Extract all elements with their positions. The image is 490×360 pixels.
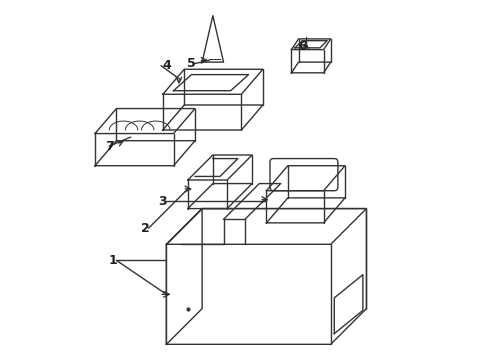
Text: 6: 6 [298, 40, 306, 53]
Text: 1: 1 [108, 254, 117, 267]
Text: 2: 2 [141, 222, 149, 235]
Text: 7: 7 [105, 140, 114, 153]
Text: 4: 4 [162, 59, 171, 72]
Text: 3: 3 [159, 195, 167, 208]
Text: 5: 5 [187, 57, 196, 71]
